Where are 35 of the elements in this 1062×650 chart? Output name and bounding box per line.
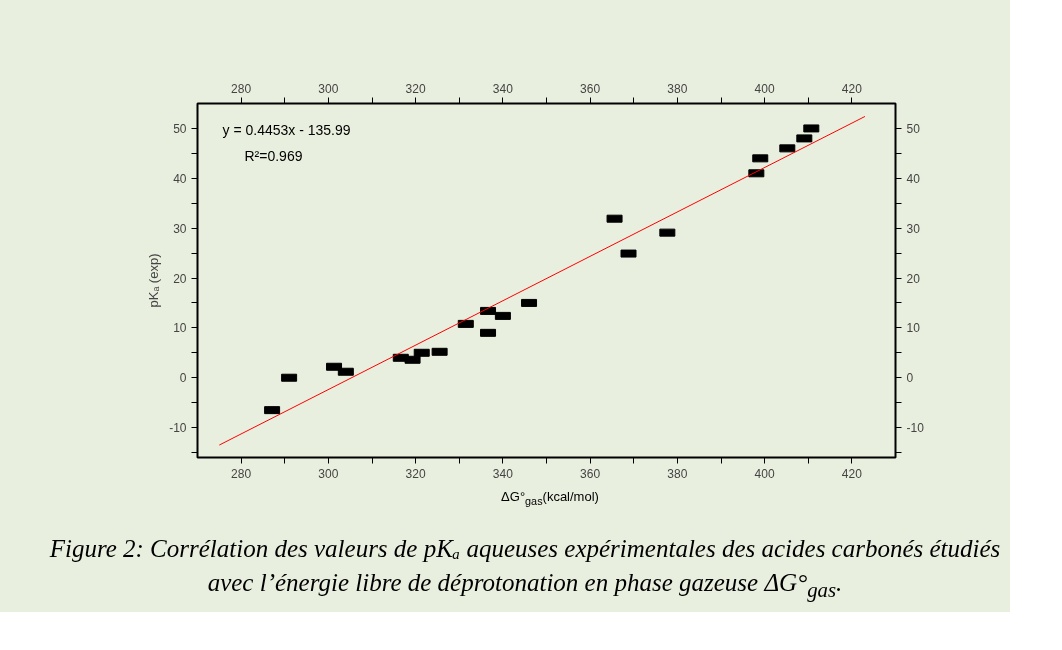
y2-tick-label: 30 xyxy=(906,221,921,236)
x-tick-label: 280 xyxy=(231,81,252,96)
annotation: R²=0.969 xyxy=(244,147,303,164)
y-tick-label: 50 xyxy=(173,121,187,136)
x-tick-label: 300 xyxy=(318,81,339,96)
y2-tick-label: 10 xyxy=(906,321,921,336)
y2-tick-label: 20 xyxy=(906,271,921,286)
x2-tick-label: 320 xyxy=(405,466,426,481)
x2-tick-label: 300 xyxy=(318,466,339,481)
x-tick-label: 420 xyxy=(841,81,863,96)
y-tick-label: 30 xyxy=(173,221,187,236)
x-axis-title: ΔG°$_{gas}$(kcal/mol) xyxy=(501,488,599,509)
y2-tick-label: 50 xyxy=(906,121,921,136)
x2-tick-label: 400 xyxy=(754,466,775,481)
x-tick-label: 320 xyxy=(405,81,426,96)
x-tick-label: 360 xyxy=(580,81,601,96)
x-tick-label: 380 xyxy=(667,81,688,96)
y-tick-label: 20 xyxy=(173,271,187,286)
x2-tick-label: 280 xyxy=(231,466,252,481)
y2-tick-label: 40 xyxy=(906,171,921,186)
annotation: y = 0.4453x - 135.99 xyxy=(222,121,351,138)
y-tick-label: -10 xyxy=(169,421,187,436)
y-axis-title: pKₐ (exp) xyxy=(146,253,162,308)
x2-tick-label: 380 xyxy=(667,466,688,481)
x2-tick-label: 360 xyxy=(580,466,601,481)
x2-tick-label: 420 xyxy=(841,466,863,481)
caption: Figure 2: Corrélation des valeurs de pKₐ aqueuses expérimentales des acides carbonés étudiés avec l’énergie libre de déprotonation en phase gazeuse ΔG°$_{gas}$. xyxy=(48,534,1002,605)
y2-tick-label: -10 xyxy=(906,421,925,436)
x2-tick-label: 340 xyxy=(492,466,514,481)
y-tick-label: 40 xyxy=(173,171,187,186)
y2-tick-label: 0 xyxy=(906,371,914,386)
y-tick-label: 10 xyxy=(173,321,187,336)
x-tick-label: 400 xyxy=(754,81,775,96)
x-tick-label: 340 xyxy=(492,81,514,96)
y-tick-label: 0 xyxy=(179,371,187,386)
